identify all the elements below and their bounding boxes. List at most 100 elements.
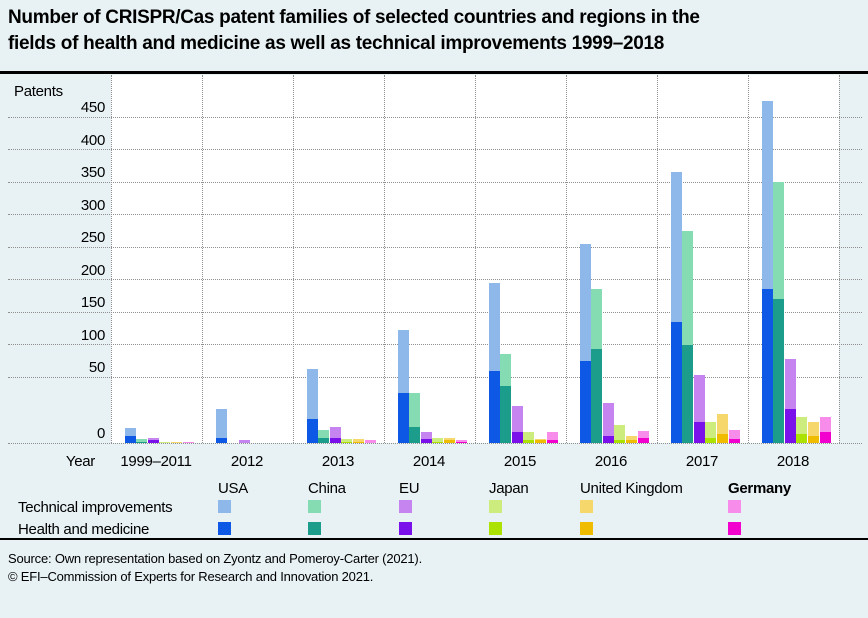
y-tick-label: 50 (88, 359, 105, 376)
bottom-rule (0, 538, 868, 540)
y-gridline (8, 181, 862, 183)
bar-segment (682, 344, 694, 443)
bar-segment (602, 403, 614, 437)
year-label: 2016 (594, 453, 628, 470)
bar-segment (716, 413, 728, 434)
bar-segment (546, 432, 558, 441)
bar-segment (409, 427, 421, 443)
bar-segment (443, 437, 455, 441)
bar-segment (511, 406, 523, 433)
x-gridline (201, 75, 203, 443)
legend-swatch-health-and-medicine (218, 522, 231, 535)
bar-segment (420, 432, 432, 440)
bar-segment (796, 433, 808, 443)
bar-segment (534, 440, 546, 443)
bar-segment (819, 432, 831, 443)
year-label: 2015 (503, 453, 537, 470)
y-tick-label: 150 (80, 294, 105, 311)
y-tick-label: 200 (80, 261, 105, 279)
bar-segment (614, 440, 626, 443)
bar-segment (306, 419, 318, 443)
bar-segment (728, 429, 740, 440)
y-tick-label: 100 (80, 326, 105, 344)
x-gridline (292, 75, 294, 443)
source-line: Source: Own representation based on Zyon… (8, 551, 422, 566)
x-axis-title: Year (65, 453, 95, 470)
y-gridline (8, 214, 862, 215)
bar-segment (761, 100, 773, 290)
legend-row-label-technical: Technical improvements (18, 499, 173, 516)
bar-segment (546, 440, 558, 443)
y-tick-label: 0 (96, 425, 105, 442)
y-axis-title: Patents (14, 83, 63, 100)
y-tick-label: 250 (80, 229, 105, 246)
bar-segment (614, 424, 626, 441)
x-gridline (747, 75, 749, 443)
year-label: 2014 (412, 453, 446, 470)
bar-segment (773, 182, 785, 299)
y-gridline (8, 376, 862, 378)
bar-segment (124, 428, 136, 437)
year-label: 1999–2011 (120, 453, 192, 470)
year-label: 2012 (230, 453, 264, 470)
bar-segment (807, 436, 819, 443)
legend-swatch-technical-improvements (308, 500, 321, 513)
bar-segment (591, 289, 603, 350)
bar-segment (147, 440, 159, 443)
bar-segment (591, 349, 603, 443)
y-tick-label: 400 (80, 131, 105, 149)
legend-country-label: USA (218, 480, 248, 497)
bar-segment (341, 441, 353, 443)
bar-segment (488, 282, 500, 371)
bar-segment (670, 172, 682, 322)
legend-country-label: EU (399, 480, 420, 497)
bar-segment (773, 299, 785, 443)
bar-segment (170, 441, 182, 443)
bar-segment (705, 437, 717, 443)
bar-segment (511, 432, 523, 443)
legend-swatch-technical-improvements (218, 500, 231, 513)
year-label: 2013 (321, 453, 355, 470)
bar-segment (579, 243, 591, 361)
bar-segment (500, 386, 512, 443)
bar-segment (432, 437, 444, 442)
bar-segment (159, 441, 171, 443)
y-gridline (8, 311, 862, 313)
figure-title-line-1: Number of CRISPR/Cas patent families of … (8, 7, 700, 28)
bar-segment (329, 437, 341, 443)
legend-country-label: Germany (728, 480, 791, 497)
bar-segment (409, 392, 421, 428)
bar-segment (807, 421, 819, 437)
legend-swatch-health-and-medicine (399, 522, 412, 535)
bar-segment (819, 416, 831, 433)
bar-segment (637, 431, 649, 438)
legend-swatch-health-and-medicine (308, 522, 321, 535)
bar-segment (455, 441, 467, 443)
bar-segment (432, 441, 444, 443)
bar-segment (420, 439, 432, 443)
bar-segment (637, 437, 649, 443)
bar-segment (705, 421, 717, 438)
legend-swatch-technical-improvements (399, 500, 412, 513)
bar-segment (352, 441, 364, 443)
bar-segment (784, 408, 796, 443)
x-gridline (383, 75, 385, 443)
x-gridline (565, 75, 567, 443)
bar-segment (523, 440, 535, 443)
bar-segment (728, 439, 740, 443)
legend-swatch-technical-improvements (489, 500, 502, 513)
legend-swatch-health-and-medicine (580, 522, 593, 535)
bar-segment (124, 436, 136, 443)
legend-country-label: Japan (489, 480, 529, 497)
legend-swatch-technical-improvements (728, 500, 741, 513)
bar-segment (682, 230, 694, 345)
x-gridline (838, 75, 840, 443)
bar-segment (455, 440, 467, 442)
bar-segment (397, 392, 409, 443)
bar-segment (670, 321, 682, 443)
bar-segment (693, 421, 705, 443)
bar-segment (579, 360, 591, 443)
y-tick-label: 450 (80, 99, 105, 116)
copyright-line: © EFI–Commission of Experts for Research… (8, 569, 374, 584)
bar-segment (238, 440, 250, 443)
